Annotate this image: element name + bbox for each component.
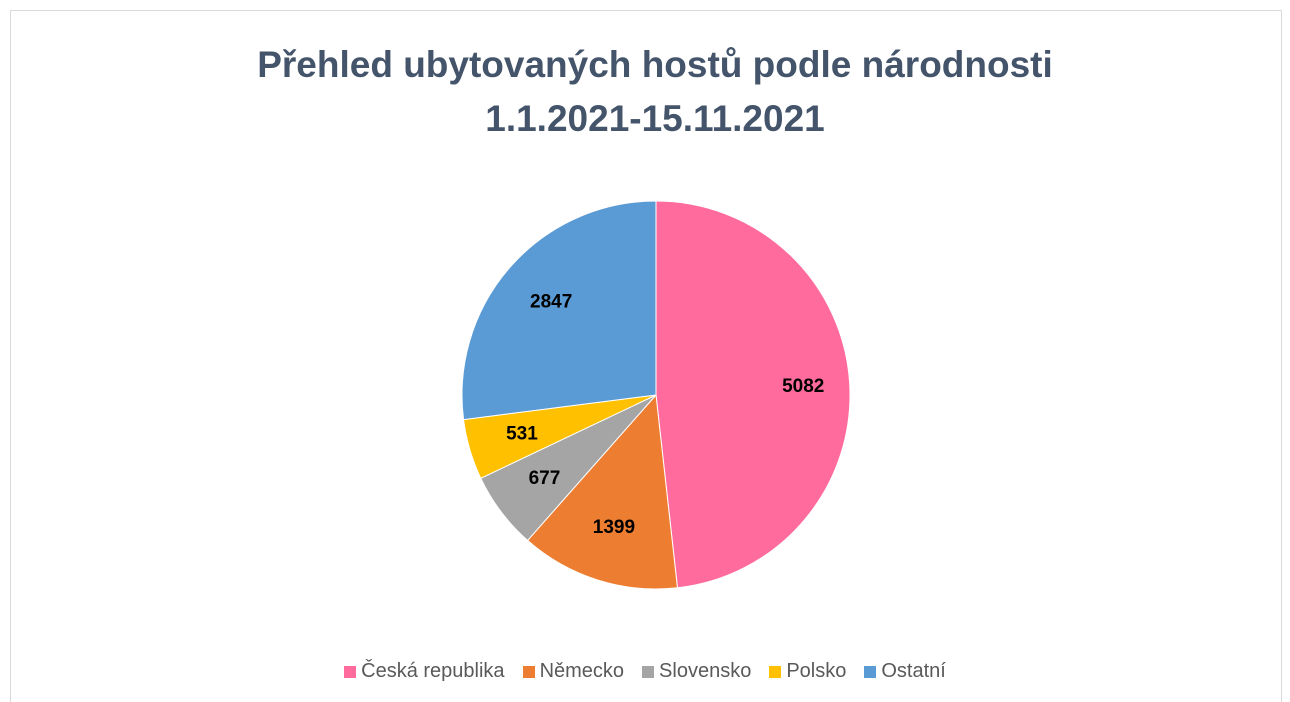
legend-label: Polsko bbox=[786, 660, 847, 682]
legend-swatch bbox=[769, 665, 782, 678]
chart-border bbox=[10, 10, 1282, 702]
legend-swatch bbox=[642, 665, 655, 678]
data-label: 1399 bbox=[593, 517, 635, 538]
legend-label: Německo bbox=[539, 660, 625, 682]
pie-slice bbox=[655, 200, 851, 589]
data-label: 5082 bbox=[782, 376, 824, 397]
data-label: 531 bbox=[506, 423, 538, 444]
pie-slice bbox=[526, 393, 679, 590]
legend-label: Ostatní bbox=[881, 660, 946, 682]
chart-title: Přehled ubytovaných hostů podle národnos… bbox=[257, 44, 1053, 139]
legend-swatch bbox=[864, 665, 877, 678]
legend-label: Slovensko bbox=[659, 660, 752, 682]
legend-item: Česká republika bbox=[344, 660, 505, 683]
data-label: 677 bbox=[529, 468, 561, 489]
legend-item: Německo bbox=[522, 660, 625, 683]
legend-swatch bbox=[344, 665, 357, 678]
legend-item: Polsko bbox=[769, 660, 846, 683]
pie-slice bbox=[461, 200, 657, 421]
legend-item: Ostatní bbox=[864, 660, 946, 683]
legend-label: Česká republika bbox=[361, 660, 505, 682]
data-label: 2847 bbox=[530, 292, 572, 313]
legend: Česká republika Německo Slovensko Polsko Ost… bbox=[0, 660, 1290, 683]
legend-swatch bbox=[522, 665, 535, 678]
legend-item: Slovensko bbox=[642, 660, 751, 683]
